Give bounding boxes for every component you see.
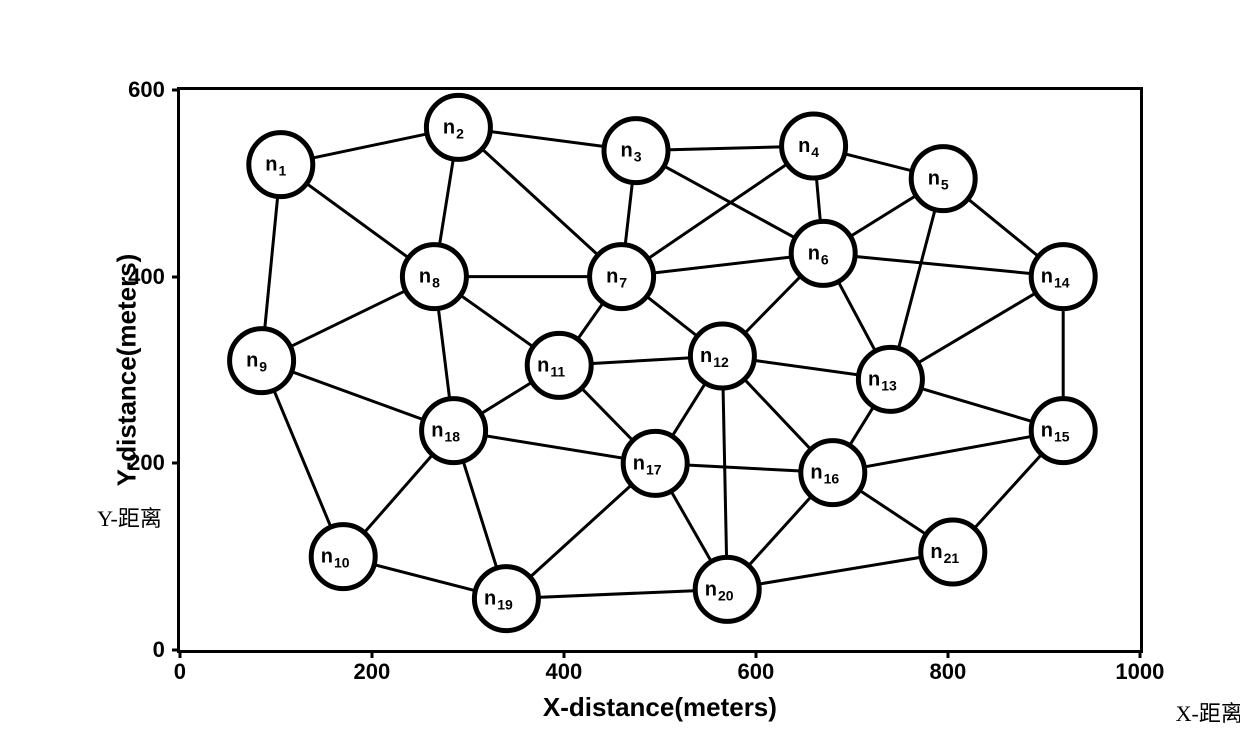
x-tick-label: 400	[546, 659, 583, 685]
x-tick-label: 200	[354, 659, 391, 685]
x-tick-mark	[754, 650, 757, 658]
graph-node-20: n20	[695, 557, 759, 621]
graph-node-9: n9	[229, 329, 293, 393]
x-tick-mark	[946, 650, 949, 658]
graph-node-1: n1	[249, 133, 313, 197]
graph-node-12: n12	[690, 324, 754, 388]
x-tick-mark	[562, 650, 565, 658]
graph-node-4: n4	[781, 114, 845, 178]
y-tick-label: 200	[128, 450, 165, 476]
x-tick-label: 1000	[1115, 659, 1164, 685]
graph-edge	[722, 356, 727, 589]
x-tick-label: 600	[738, 659, 775, 685]
graph-node-6: n6	[791, 221, 855, 285]
x-tick-mark	[1138, 650, 1141, 658]
network-graph: n1 n2 n3 n4 n5 n6 n7 n8 n9 n10 n11 n12 n13 n14 n15 n16 n…	[180, 90, 1140, 650]
x-tick-label: 0	[174, 659, 186, 685]
y-tick-mark	[172, 649, 180, 652]
graph-node-19: n19	[474, 567, 538, 631]
graph-node-2: n2	[426, 95, 490, 159]
y-tick-mark	[172, 89, 180, 92]
y-tick-mark	[172, 275, 180, 278]
graph-edge	[823, 253, 1063, 276]
y-tick-mark	[172, 462, 180, 465]
graph-node-21: n21	[921, 520, 985, 584]
graph-node-15: n15	[1031, 399, 1095, 463]
graph-node-3: n3	[604, 119, 668, 183]
graph-node-10: n10	[311, 525, 375, 589]
y-tick-label: 400	[128, 264, 165, 290]
x-axis-label-chinese: X-距离	[1176, 696, 1240, 728]
y-tick-label: 600	[128, 77, 165, 103]
graph-node-18: n18	[421, 399, 485, 463]
graph-node-11: n11	[527, 333, 591, 397]
y-tick-label: 0	[153, 637, 165, 663]
graph-node-16: n16	[801, 441, 865, 505]
graph-edge	[833, 431, 1063, 473]
graph-node-14: n14	[1031, 245, 1095, 309]
graph-node-5: n5	[911, 147, 975, 211]
graph-node-17: n17	[623, 431, 687, 495]
plot-area: n1 n2 n3 n4 n5 n6 n7 n8 n9 n10 n11 n12 n13 n14 n15 n16 n…	[177, 87, 1143, 653]
x-axis-label: X-distance(meters)	[543, 692, 777, 723]
plot-container: Y-distance(meters) n1n2n3n4n5n6n7n8n9n10…	[177, 87, 1143, 653]
graph-node-7: n7	[589, 245, 653, 309]
graph-node-13: n13	[858, 347, 922, 411]
graph-node-8: n8	[402, 245, 466, 309]
x-tick-mark	[370, 650, 373, 658]
x-tick-label: 800	[930, 659, 967, 685]
y-axis-label-chinese: Y-距离	[97, 501, 162, 533]
